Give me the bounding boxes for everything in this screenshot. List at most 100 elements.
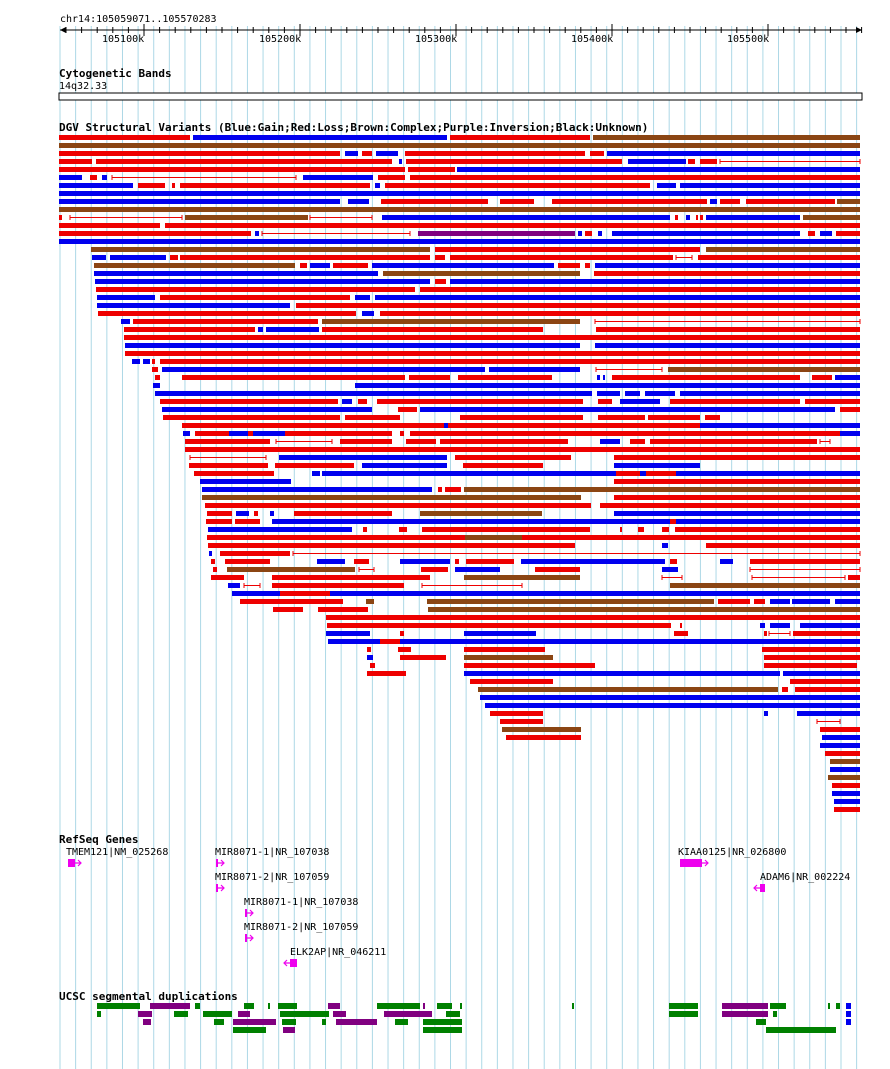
variant-bar bbox=[770, 599, 790, 604]
variant-bar bbox=[229, 431, 248, 436]
variant-bar bbox=[208, 527, 352, 532]
segdup-bar bbox=[423, 1027, 462, 1033]
cytoband-bar bbox=[58, 92, 863, 101]
variant-bar bbox=[180, 255, 430, 260]
variant-bar bbox=[521, 559, 665, 564]
variant-bar bbox=[480, 695, 860, 700]
variant-bar bbox=[124, 327, 255, 332]
variant-bar bbox=[152, 359, 155, 364]
variant-bar bbox=[463, 463, 543, 468]
ruler-arrow-left bbox=[60, 27, 66, 33]
variant-bar bbox=[420, 511, 542, 516]
variant-bar bbox=[310, 263, 330, 268]
variant-bar bbox=[207, 535, 860, 540]
variant-bar bbox=[209, 551, 212, 556]
variant-bar bbox=[600, 439, 620, 444]
segdup-bar bbox=[669, 1011, 698, 1017]
variant-bar bbox=[764, 631, 767, 636]
gene-label[interactable]: MIR8071-2|NR_107059 bbox=[215, 872, 330, 883]
variant-bar bbox=[427, 599, 714, 604]
variant-bar bbox=[326, 615, 860, 620]
segdup-track-title: UCSC segmental duplications bbox=[59, 990, 238, 1003]
segdup-bar bbox=[460, 1003, 462, 1009]
variant-bar bbox=[625, 391, 640, 396]
variant-bar bbox=[59, 159, 92, 164]
variant-bar bbox=[59, 135, 190, 140]
gene-label[interactable]: MIR8071-2|NR_107059 bbox=[244, 922, 359, 933]
variant-bar bbox=[193, 135, 447, 140]
gene-label[interactable]: MIR8071-1|NR_107038 bbox=[215, 847, 330, 858]
variant-bar bbox=[211, 575, 244, 580]
variant-bar bbox=[418, 231, 575, 236]
variant-bar bbox=[163, 415, 340, 420]
variant-bar bbox=[455, 559, 459, 564]
ruler-tick-label: 105100k bbox=[102, 34, 145, 45]
variant-bar bbox=[406, 439, 436, 444]
gene-label[interactable]: ADAM6|NR_002224 bbox=[760, 872, 851, 883]
variant-bar bbox=[820, 743, 860, 748]
variant-bar bbox=[464, 647, 545, 652]
variant-bar bbox=[614, 463, 700, 468]
segdup-bar bbox=[322, 1019, 326, 1025]
variant-bar bbox=[367, 639, 370, 644]
variant-bar bbox=[675, 215, 678, 220]
variant-bar bbox=[662, 567, 678, 572]
segdup-bar bbox=[669, 1003, 698, 1009]
variant-bar bbox=[836, 231, 860, 236]
variant-bar bbox=[294, 511, 392, 516]
variant-bar bbox=[840, 407, 860, 412]
variant-bar bbox=[830, 767, 860, 772]
variant-bar bbox=[398, 407, 417, 412]
variant-bar bbox=[326, 631, 370, 636]
segdup-bar bbox=[423, 1019, 462, 1025]
ruler-tick-label: 105300k bbox=[415, 34, 458, 45]
variant-bar bbox=[102, 175, 107, 180]
variant-bar bbox=[232, 591, 860, 596]
variant-bar bbox=[185, 215, 308, 220]
segdup-bar bbox=[195, 1003, 200, 1009]
gene-label[interactable]: ELK2AP|NR_046211 bbox=[290, 947, 387, 958]
gene-exon bbox=[680, 859, 702, 867]
gene-label[interactable]: KIAA0125|NR_026800 bbox=[678, 847, 787, 858]
variant-bar bbox=[385, 183, 650, 188]
variant-bar bbox=[696, 215, 698, 220]
variant-bar bbox=[236, 511, 249, 516]
segdup-bar bbox=[244, 1003, 254, 1009]
variant-bar bbox=[355, 383, 860, 388]
variant-bar bbox=[680, 519, 702, 524]
variant-bar bbox=[410, 175, 860, 180]
segdup-bar bbox=[846, 1019, 851, 1025]
gene-label[interactable]: MIR8071-1|NR_107038 bbox=[244, 897, 359, 908]
ruler-arrow-right bbox=[856, 27, 862, 33]
variant-bar bbox=[205, 503, 591, 508]
variant-bar bbox=[840, 431, 860, 436]
variant-bar bbox=[464, 655, 553, 660]
variant-bar bbox=[688, 159, 695, 164]
variant-bar bbox=[138, 183, 165, 188]
variant-bar bbox=[195, 431, 392, 436]
variant-bar bbox=[600, 503, 860, 508]
ruler-tick-label: 105200k bbox=[259, 34, 302, 45]
variant-bar bbox=[834, 807, 860, 812]
variant-bar bbox=[670, 583, 860, 588]
variant-bar bbox=[820, 231, 832, 236]
variant-bar bbox=[59, 151, 340, 156]
variant-bar bbox=[345, 415, 400, 420]
variant-bar bbox=[110, 255, 166, 260]
segdup-bar bbox=[846, 1011, 851, 1017]
variant-bar bbox=[552, 199, 707, 204]
variant-bar bbox=[180, 183, 370, 188]
variant-bar bbox=[317, 559, 345, 564]
variant-bar bbox=[410, 431, 860, 436]
variant-bar bbox=[764, 711, 768, 716]
variant-bar bbox=[700, 423, 860, 428]
gene-strand-arrow bbox=[247, 934, 254, 942]
variant-bar bbox=[450, 135, 590, 140]
variant-bar bbox=[378, 175, 405, 180]
variant-bar bbox=[160, 399, 338, 404]
variant-bar bbox=[650, 439, 817, 444]
segdup-bar bbox=[174, 1011, 188, 1017]
variant-bar bbox=[97, 295, 155, 300]
gene-label[interactable]: TMEM121|NM_025268 bbox=[66, 847, 169, 858]
variant-bar bbox=[272, 583, 404, 588]
